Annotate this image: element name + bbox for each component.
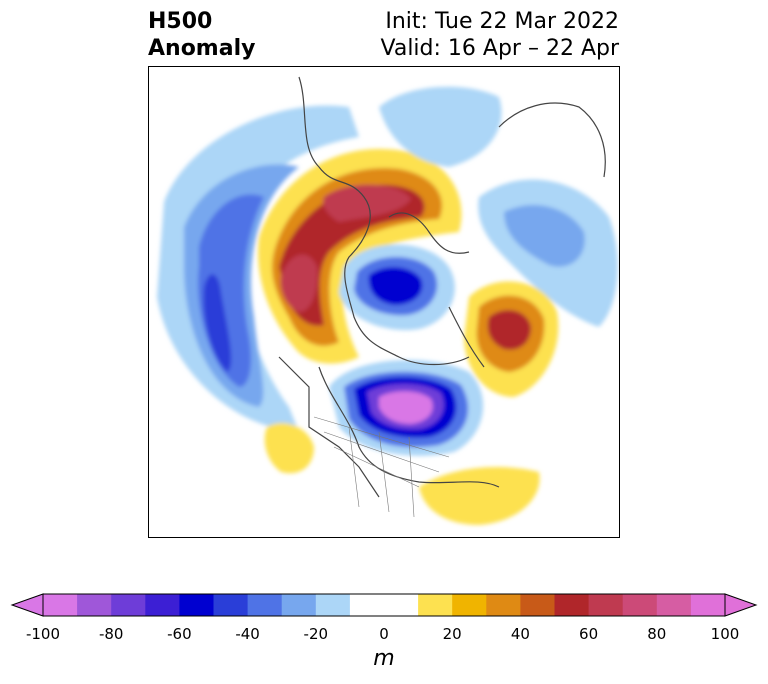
map-canvas <box>157 76 618 525</box>
colorbar-bin <box>247 594 283 616</box>
colorbar-tick-label: 100 <box>710 625 740 643</box>
colorbar-bin <box>179 594 214 616</box>
colorbar-tick-label: 80 <box>647 625 667 643</box>
colorbar-extend-high <box>724 593 758 617</box>
colorbar-bin <box>690 594 726 616</box>
west-us-ridge <box>264 423 314 474</box>
title-variable: H500 <box>148 9 213 34</box>
colorbar-tick-label: -80 <box>98 625 124 643</box>
colorbar-tick-label: -40 <box>235 625 260 643</box>
eurasia-trough <box>379 86 618 327</box>
colorbar-bin <box>486 594 521 616</box>
colorbar-bin <box>315 594 351 616</box>
colorbar-bin <box>281 594 317 616</box>
colorbar-tick-label: -20 <box>303 625 329 643</box>
colorbar-extend-low <box>10 593 44 617</box>
colorbar-bin <box>452 594 487 616</box>
colorbar-tick-label: 20 <box>442 625 462 643</box>
colorbar-tick-label: -100 <box>25 625 61 643</box>
colorbar-tick-label: 0 <box>379 625 389 643</box>
east-us-ridge <box>419 467 540 525</box>
colorbar-bin <box>213 594 249 616</box>
colorbar-bin <box>384 594 419 616</box>
colorbar-bin <box>77 594 112 616</box>
valid-range: Valid: 16 Apr – 22 Apr <box>380 36 620 61</box>
main-low-core <box>379 391 433 424</box>
colorbar-border <box>42 593 726 617</box>
colorbar-bin <box>349 594 385 616</box>
siberia-ridge-core <box>487 310 531 350</box>
eurasia-trough-mid <box>504 204 585 267</box>
anomaly-map <box>148 66 620 538</box>
colorbar-bin <box>520 594 555 616</box>
colorbar-bin <box>111 594 146 616</box>
colorbar-tick-label: 40 <box>510 625 530 643</box>
pacific-trough-core <box>203 274 232 372</box>
canada-ridge-core <box>280 184 411 312</box>
colorbar-bin <box>554 594 590 616</box>
colorbar-tick-label: 60 <box>579 625 599 643</box>
colorbar-bin <box>622 594 658 616</box>
colorbar-tick-label: -60 <box>167 625 192 643</box>
colorbar-bin <box>418 594 453 616</box>
map-title-right: Init: Tue 22 Mar 2022 Valid: 16 Apr – 22… <box>381 8 620 62</box>
state-borders <box>313 416 450 518</box>
arctic-low-core <box>368 267 423 305</box>
init-date: Init: Tue 22 Mar 2022 <box>385 9 619 34</box>
colorbar-unit-label: m <box>373 646 395 671</box>
colorbar-bin <box>588 594 624 616</box>
coastlines <box>278 76 606 498</box>
map-title-left: H500 Anomaly <box>148 8 255 62</box>
colorbar-bin <box>145 594 180 616</box>
title-field: Anomaly <box>148 36 256 61</box>
colorbar <box>10 593 758 617</box>
colorbar-bin <box>656 594 692 616</box>
colorbar-bin <box>43 594 78 616</box>
